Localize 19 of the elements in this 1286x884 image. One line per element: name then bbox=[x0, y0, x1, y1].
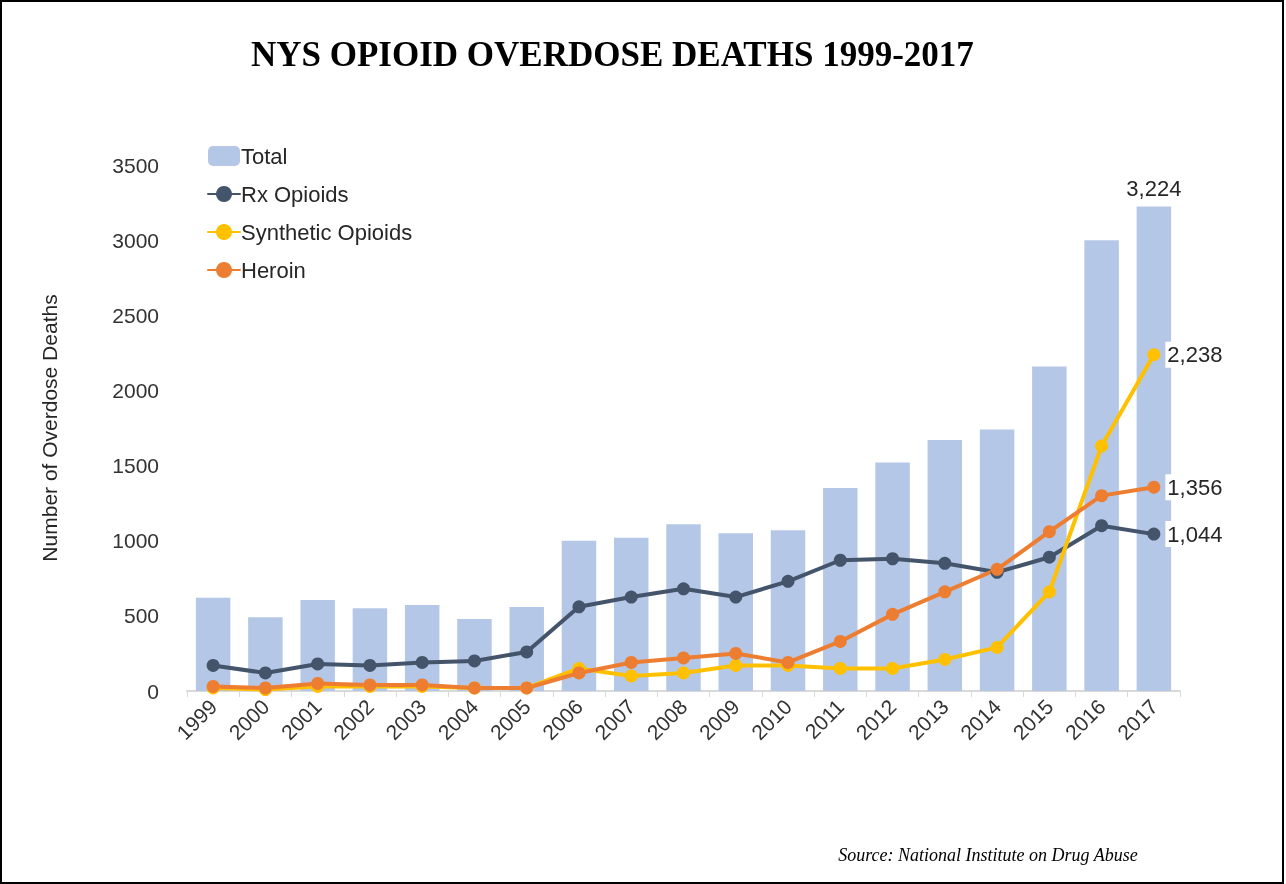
data-label: 3,224 bbox=[1126, 175, 1182, 201]
y-tick-label: 0 bbox=[147, 679, 159, 703]
y-tick-label: 3000 bbox=[112, 228, 159, 252]
y-tick-label: 1500 bbox=[112, 454, 159, 478]
legend-label: Synthetic Opioids bbox=[241, 219, 413, 245]
y-tick-label: 1000 bbox=[112, 529, 159, 553]
data-label: 1,044 bbox=[1167, 521, 1223, 547]
legend-label: Rx Opioids bbox=[241, 181, 349, 207]
y-axis-title: Number of Overdose Deaths bbox=[38, 294, 61, 562]
chart-title: NYS OPIOID OVERDOSE DEATHS 1999-2017 bbox=[251, 35, 974, 74]
data-label: 1,356 bbox=[1167, 474, 1223, 500]
y-tick-label: 2000 bbox=[112, 378, 159, 402]
data-label: 2,238 bbox=[1167, 342, 1223, 368]
legend-label: Total bbox=[241, 143, 288, 169]
y-tick-label: 500 bbox=[123, 604, 159, 628]
legend-label: Heroin bbox=[241, 257, 306, 283]
y-tick-label: 3500 bbox=[112, 153, 159, 177]
y-tick-label: 2500 bbox=[112, 303, 159, 327]
source-note: Source: National Institute on Drug Abuse bbox=[838, 845, 1138, 865]
